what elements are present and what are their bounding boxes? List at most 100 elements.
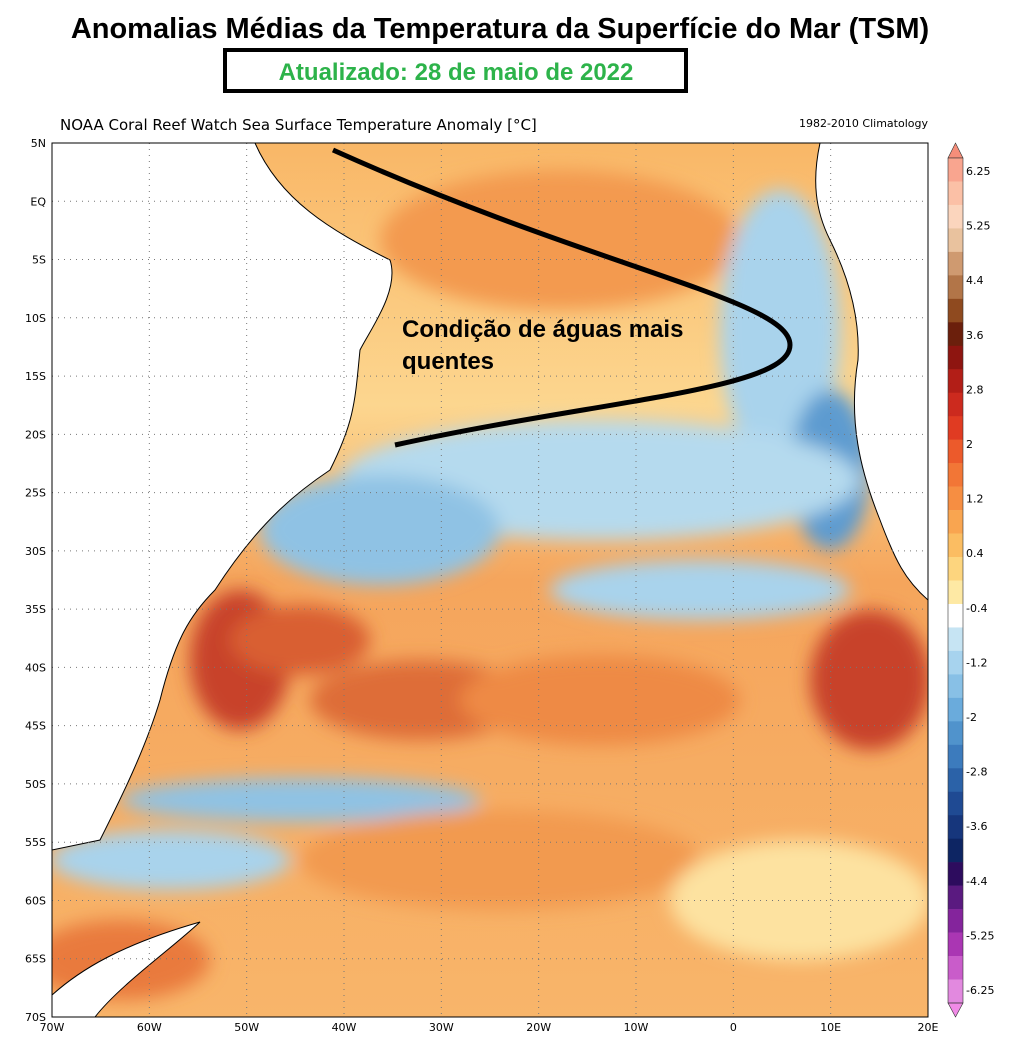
longitude-label: 50W: [234, 1021, 259, 1034]
subtitle: Atualizado: 28 de maio de 2022: [279, 59, 634, 86]
colorbar-segment: [948, 392, 963, 417]
longitude-label: 70W: [40, 1021, 65, 1034]
latitude-label: 55S: [25, 836, 46, 849]
colorbar-label: 3.6: [966, 329, 984, 342]
colorbar-label: -5.25: [966, 929, 994, 942]
colorbar-label: -6.25: [966, 984, 994, 997]
annotation: quentes: [402, 348, 494, 375]
latitude-label: 20S: [25, 428, 46, 441]
latitude-label: 10S: [25, 312, 46, 325]
colorbar-arrow: [947, 142, 964, 159]
colorbar-segment: [948, 533, 963, 558]
latitude-label: 15S: [25, 370, 46, 383]
anomaly-patch: [52, 830, 290, 890]
colorbar-label: 6.25: [966, 165, 991, 178]
colorbar-segment: [948, 744, 963, 769]
colorbar-label: 2.8: [966, 383, 984, 396]
subtitle-box: [223, 48, 688, 93]
map-title: NOAA Coral Reef Watch Sea Surface Temper…: [60, 116, 537, 134]
colorbar-label: 4.4: [966, 274, 984, 287]
map-frame: [51, 142, 929, 1018]
colorbar-label: -1.2: [966, 656, 987, 669]
colorbar-arrow: [947, 1002, 964, 1018]
longitude-label: 0: [730, 1021, 737, 1034]
colorbar-segment: [948, 838, 963, 863]
colorbar-segment: [948, 697, 963, 722]
colorbar-label: 5.25: [966, 220, 991, 233]
colorbar-segment: [948, 956, 963, 980]
colorbar-segment: [948, 815, 963, 839]
anomaly-patch: [260, 475, 500, 585]
colorbar-segment: [948, 557, 963, 581]
latitude-label: 5N: [31, 137, 46, 150]
latitude-label: 65S: [25, 953, 46, 966]
colorbar-segment: [948, 322, 963, 347]
colorbar-segment: [948, 486, 963, 511]
graticule: [52, 143, 928, 1017]
colorbar-segment: [948, 885, 963, 910]
colorbar-segment: [948, 979, 963, 1004]
colorbar-segment: [948, 251, 963, 276]
map: Condição de águas mais quentes: [52, 143, 928, 1017]
longitude-label: 30W: [429, 1021, 454, 1034]
colorbar-segment: [948, 439, 963, 464]
colorbar-label: -3.6: [966, 820, 987, 833]
colorbar-segment: [948, 721, 963, 746]
main-title: Anomalias Médias da Temperatura da Super…: [71, 13, 929, 45]
climatology: 1982-2010 Climatology: [799, 117, 929, 130]
latitude-label: 45S: [25, 720, 46, 733]
latitude-label: 35S: [25, 603, 46, 616]
colorbar-segment: [948, 345, 963, 370]
longitude-label: 20W: [526, 1021, 551, 1034]
anomaly-patch: [120, 778, 480, 822]
colorbar-segment: [948, 158, 963, 182]
latitude-label: EQ: [30, 195, 46, 208]
colorbar-segment: [948, 603, 963, 628]
colorbar-segment: [948, 298, 963, 323]
south-america: [52, 143, 393, 851]
colorbar-segment: [948, 181, 963, 206]
anomaly-patch: [460, 655, 740, 745]
colorbar-segment: [948, 416, 963, 440]
colorbar-segment: [948, 510, 963, 534]
latitude-label: 5S: [32, 254, 46, 267]
anomaly-field: [52, 170, 928, 1000]
latitude-label: 30S: [25, 545, 46, 558]
colorbar-segment: [948, 275, 963, 300]
colorbar-segment: [948, 204, 963, 229]
colorbar-segment: [948, 909, 963, 933]
longitude-label: 60W: [137, 1021, 162, 1034]
anomaly-patch: [670, 840, 928, 960]
colorbar-segment: [948, 228, 963, 253]
colorbar-label: 2: [966, 438, 973, 451]
africa: [815, 143, 928, 601]
longitude-label: 10W: [624, 1021, 649, 1034]
latitude-label: 70S: [25, 1011, 46, 1024]
colorbar-frame: [947, 157, 964, 1004]
annotation: Condição de águas mais: [402, 316, 683, 343]
colorbar-segment: [948, 768, 963, 793]
colorbar-segment: [948, 862, 963, 886]
anomaly-patch: [300, 810, 700, 910]
anomaly-patch: [230, 605, 370, 675]
latitude-label: 40S: [25, 661, 46, 674]
longitude-label: 10E: [820, 1021, 841, 1034]
colorbar-segment: [948, 791, 963, 816]
colorbar-label: 0.4: [966, 547, 984, 560]
colorbar-segment: [948, 627, 963, 652]
latitude-label: 50S: [25, 778, 46, 791]
longitude-label: 20E: [918, 1021, 939, 1034]
latitude-label: 60S: [25, 894, 46, 907]
colorbar-segment: [948, 580, 963, 605]
colorbar-segment: [948, 369, 963, 394]
anomaly-patch: [550, 560, 850, 620]
colorbar-label: -2: [966, 711, 977, 724]
colorbar-label: -2.8: [966, 766, 987, 779]
longitude-label: 40W: [332, 1021, 357, 1034]
colorbar-label: -4.4: [966, 875, 987, 888]
colorbar-segment: [948, 650, 963, 675]
latitude-label: 25S: [25, 487, 46, 500]
anomaly-patch: [810, 610, 928, 750]
